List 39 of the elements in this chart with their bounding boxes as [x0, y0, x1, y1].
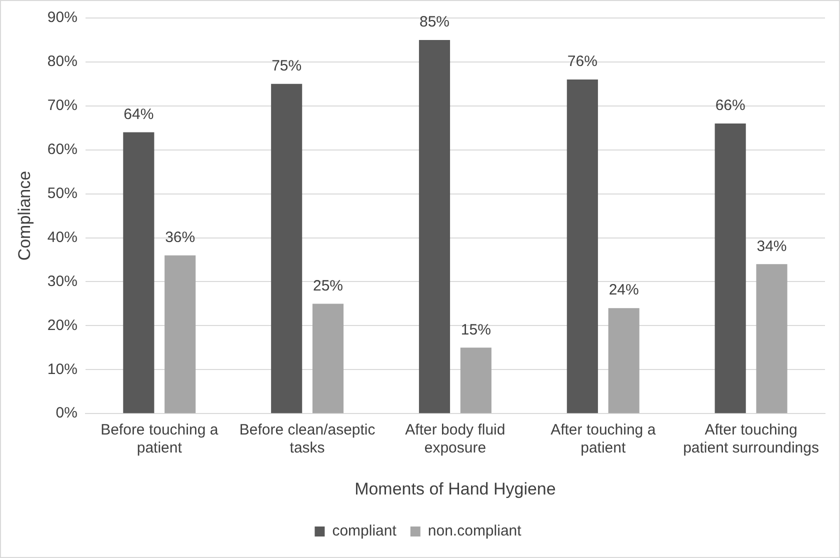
- data-label: 36%: [165, 229, 196, 246]
- x-tick-label: Before clean/aseptic tasks: [239, 422, 376, 457]
- data-label: 64%: [124, 106, 154, 123]
- y-tick-label: 80%: [47, 53, 78, 70]
- bar: [460, 348, 492, 414]
- x-tick-label: After touching patient surroundings: [683, 422, 820, 457]
- data-label: 34%: [756, 238, 787, 255]
- x-tick-label: After body fluid exposure: [405, 422, 506, 457]
- bar: [756, 264, 788, 414]
- data-label: 85%: [419, 14, 450, 31]
- bar: [312, 304, 344, 414]
- y-tick-label: 70%: [47, 97, 78, 114]
- bar: [566, 80, 598, 414]
- y-tick-label: 20%: [47, 316, 78, 334]
- data-label: 24%: [608, 282, 639, 299]
- y-tick-label: 50%: [47, 184, 78, 202]
- x-tick-label: After touching a patient: [550, 422, 656, 457]
- data-label: 75%: [272, 58, 302, 75]
- data-label: 15%: [460, 321, 491, 338]
- y-tick-label: 40%: [47, 228, 78, 246]
- data-label: 66%: [715, 97, 746, 114]
- bar: [608, 308, 640, 414]
- legend-label: non.compliant: [428, 522, 522, 540]
- y-tick-label: 10%: [47, 360, 78, 378]
- y-tick-label: 0%: [56, 404, 78, 422]
- bar: [418, 40, 450, 414]
- y-tick-label: 90%: [47, 9, 78, 26]
- bar: [164, 255, 196, 414]
- bar: [123, 132, 154, 414]
- data-label: 25%: [312, 277, 344, 294]
- y-axis-title: Compliance: [14, 170, 34, 261]
- y-tick-label: 30%: [47, 272, 78, 290]
- data-label: 76%: [567, 53, 598, 70]
- bar: [271, 84, 302, 414]
- x-tick-label: Before touching a patient: [100, 422, 219, 457]
- legend-label: compliant: [332, 522, 398, 540]
- bar: [714, 123, 746, 414]
- y-tick-label: 60%: [47, 141, 78, 158]
- x-axis-title: Moments of Hand Hygiene: [354, 479, 556, 498]
